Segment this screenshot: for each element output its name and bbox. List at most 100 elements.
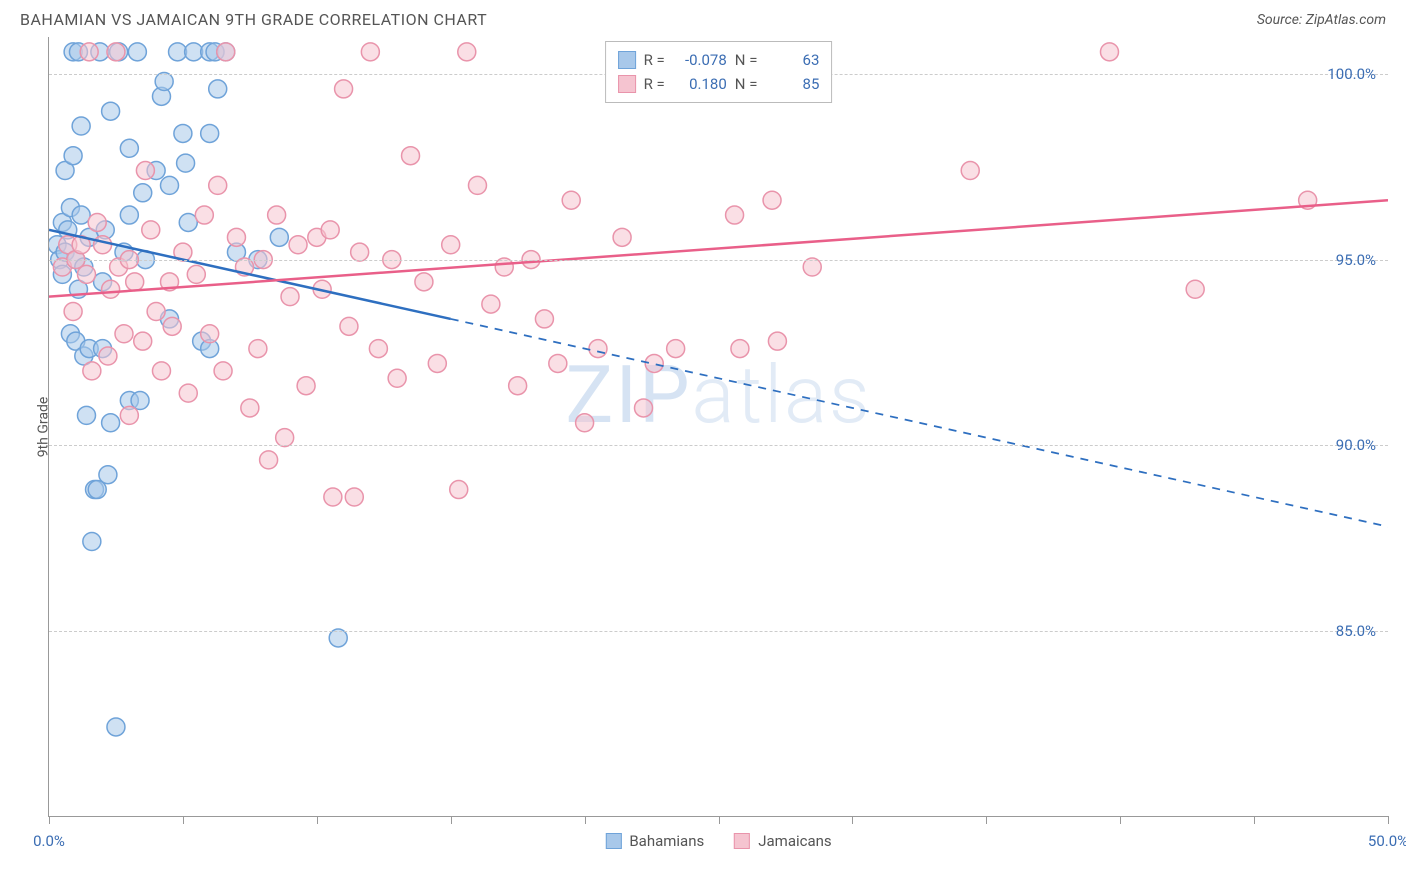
data-point (120, 139, 138, 157)
chart-title: BAHAMIAN VS JAMAICAN 9TH GRADE CORRELATI… (20, 10, 487, 29)
data-point (731, 340, 749, 358)
data-point (345, 488, 363, 506)
data-point (961, 162, 979, 180)
legend-swatch (618, 51, 636, 69)
data-point (201, 124, 219, 142)
data-point (201, 325, 219, 343)
legend-label: Bahamians (629, 832, 704, 850)
data-point (260, 451, 278, 469)
data-point (152, 362, 170, 380)
y-tick-label: 85.0% (1336, 622, 1376, 640)
gridline (49, 260, 1388, 261)
data-point (402, 147, 420, 165)
data-point (468, 176, 486, 194)
data-point (179, 213, 197, 231)
legend-row: R = 0.180 N = 85 (618, 72, 820, 96)
data-point (270, 228, 288, 246)
data-point (134, 184, 152, 202)
x-tick (719, 816, 720, 824)
data-point (128, 43, 146, 61)
data-point (1186, 280, 1204, 298)
n-label: N = (735, 72, 758, 96)
data-point (803, 258, 821, 276)
data-point (214, 362, 232, 380)
data-point (179, 384, 197, 402)
data-point (361, 43, 379, 61)
y-tick-label: 100.0% (1327, 65, 1376, 83)
data-point (195, 206, 213, 224)
data-point (442, 236, 460, 254)
gridline (49, 445, 1388, 446)
data-point (174, 124, 192, 142)
data-point (94, 236, 112, 254)
data-point (667, 340, 685, 358)
data-point (768, 332, 786, 350)
x-tick (1254, 816, 1255, 824)
x-tick (1120, 816, 1121, 824)
data-point (549, 354, 567, 372)
x-tick (317, 816, 318, 824)
data-point (80, 43, 98, 61)
source-label: Source: ZipAtlas.com (1257, 12, 1386, 28)
data-point (329, 629, 347, 647)
data-point (155, 73, 173, 91)
data-point (177, 154, 195, 172)
x-tick (49, 816, 50, 824)
legend-item: Jamaicans (734, 832, 831, 850)
series-legend: Bahamians Jamaicans (605, 832, 831, 850)
data-point (83, 532, 101, 550)
x-tick-label: 0.0% (33, 832, 65, 850)
data-point (102, 414, 120, 432)
data-point (102, 102, 120, 120)
x-tick (1388, 816, 1389, 824)
data-point (169, 43, 187, 61)
correlation-legend: R = -0.078 N = 63 R = 0.180 N = 85 (605, 41, 833, 103)
data-point (99, 347, 117, 365)
data-point (415, 273, 433, 291)
data-point (115, 325, 133, 343)
legend-swatch (605, 833, 621, 849)
y-tick-label: 95.0% (1336, 251, 1376, 269)
data-point (142, 221, 160, 239)
data-point (120, 406, 138, 424)
data-point (99, 466, 117, 484)
data-point (217, 43, 235, 61)
data-point (64, 147, 82, 165)
data-point (576, 414, 594, 432)
data-point (72, 117, 90, 135)
n-value: 63 (765, 48, 819, 72)
data-point (335, 80, 353, 98)
x-tick (451, 816, 452, 824)
legend-label: Jamaicans (758, 832, 831, 850)
data-point (161, 176, 179, 194)
data-point (458, 43, 476, 61)
data-point (726, 206, 744, 224)
data-point (340, 317, 358, 335)
data-point (107, 43, 125, 61)
legend-item: Bahamians (605, 832, 704, 850)
data-point (297, 377, 315, 395)
data-point (450, 481, 468, 499)
r-value: 0.180 (673, 72, 727, 96)
data-point (102, 280, 120, 298)
data-point (187, 265, 205, 283)
data-point (763, 191, 781, 209)
data-point (83, 362, 101, 380)
data-point (635, 399, 653, 417)
data-point (209, 176, 227, 194)
data-point (107, 718, 125, 736)
data-point (163, 317, 181, 335)
data-point (241, 399, 259, 417)
legend-row: R = -0.078 N = 63 (618, 48, 820, 72)
data-point (120, 206, 138, 224)
data-point (495, 258, 513, 276)
x-tick (986, 816, 987, 824)
data-point (88, 213, 106, 231)
data-point (147, 303, 165, 321)
data-point (185, 43, 203, 61)
data-point (209, 80, 227, 98)
data-point (351, 243, 369, 261)
data-point (64, 303, 82, 321)
data-point (289, 236, 307, 254)
data-point (324, 488, 342, 506)
